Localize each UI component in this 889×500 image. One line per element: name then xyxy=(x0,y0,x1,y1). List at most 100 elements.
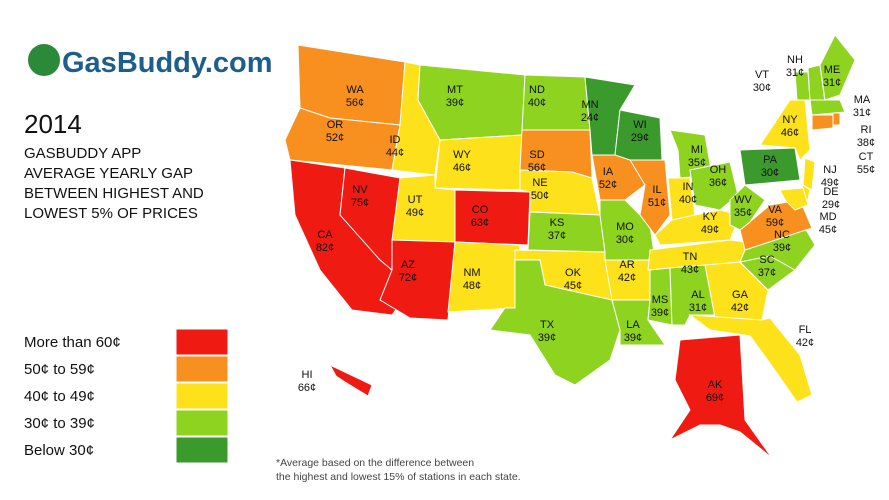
state-value: 42¢ xyxy=(731,302,749,314)
legend-swatch xyxy=(175,382,229,410)
state-value: 35¢ xyxy=(734,207,752,219)
state-abbr: NC xyxy=(774,229,790,241)
state-abbr: OH xyxy=(710,164,727,176)
footnote: *Average based on the difference between xyxy=(276,457,474,469)
state xyxy=(779,187,809,211)
state xyxy=(688,314,813,403)
state-abbr: VT xyxy=(755,69,769,81)
state xyxy=(809,99,846,116)
state-value: 40¢ xyxy=(679,194,697,206)
state-value: 56¢ xyxy=(528,162,546,174)
state xyxy=(339,167,401,271)
state-abbr: WV xyxy=(734,194,752,206)
state-value: 37¢ xyxy=(758,267,776,279)
state-value: 31¢ xyxy=(689,302,707,314)
logo: GasBuddy.com xyxy=(62,47,273,79)
state xyxy=(739,147,801,186)
state-abbr: WA xyxy=(346,84,364,96)
state xyxy=(417,64,526,141)
state xyxy=(759,99,811,161)
state-value: 30¢ xyxy=(753,82,771,94)
state-value: 52¢ xyxy=(326,132,344,144)
state-value: 72¢ xyxy=(399,272,417,284)
state-value: 51¢ xyxy=(648,197,666,209)
state-value: 31¢ xyxy=(786,67,804,79)
state xyxy=(489,259,621,386)
state-abbr: OR xyxy=(327,119,344,131)
state-abbr: WY xyxy=(453,149,471,161)
state-abbr: MA xyxy=(854,94,871,106)
legend-label: 50¢ to 59¢ xyxy=(24,361,95,378)
state-abbr: NM xyxy=(463,267,480,279)
state-value: 43¢ xyxy=(681,264,699,276)
state-abbr: WI xyxy=(633,119,646,131)
state-value: 42¢ xyxy=(618,272,636,284)
legend-swatch xyxy=(175,409,229,437)
subtitle-line: BETWEEN HIGHEST AND xyxy=(24,185,204,202)
state-value: 29¢ xyxy=(822,199,840,211)
legend-label: 40¢ to 49¢ xyxy=(24,388,95,405)
state-value: 50¢ xyxy=(531,190,549,202)
state xyxy=(811,114,834,131)
state-abbr: ND xyxy=(529,84,545,96)
legend-label: 30¢ to 39¢ xyxy=(24,415,95,432)
state-abbr: ID xyxy=(390,134,401,146)
legend-label: Below 30¢ xyxy=(24,442,94,459)
state-value: 30¢ xyxy=(616,234,634,246)
state-value: 45¢ xyxy=(564,280,582,292)
map: WA56¢OR52¢CA82¢NV75¢ID44¢MT39¢WY46¢UT49¢… xyxy=(284,34,875,459)
state-value: 45¢ xyxy=(819,224,837,236)
state-value: 30¢ xyxy=(761,167,779,179)
state-value: 39¢ xyxy=(538,332,556,344)
state-abbr: IA xyxy=(603,166,614,178)
state-value: 39¢ xyxy=(446,97,464,109)
state-value: 37¢ xyxy=(548,230,566,242)
state-abbr: HI xyxy=(302,369,313,381)
state-value: 52¢ xyxy=(599,179,617,191)
state xyxy=(668,334,773,459)
subtitle-line: AVERAGE YEARLY GAP xyxy=(24,165,193,182)
state xyxy=(819,34,856,101)
state-abbr: NJ xyxy=(823,164,836,176)
subtitle-line: GASBUDDY APP xyxy=(24,145,141,162)
state-abbr: MT xyxy=(447,84,463,96)
state-value: 49¢ xyxy=(406,207,424,219)
legend-swatch xyxy=(175,355,229,383)
state-value: 40¢ xyxy=(528,97,546,109)
state-value: 82¢ xyxy=(316,242,334,254)
state-value: 39¢ xyxy=(651,307,669,319)
state-value: 38¢ xyxy=(857,137,875,149)
state-value: 66¢ xyxy=(298,382,316,394)
state-value: 46¢ xyxy=(453,162,471,174)
state-abbr: TX xyxy=(540,319,555,331)
state-abbr: IL xyxy=(652,184,661,196)
state-abbr: SD xyxy=(529,149,544,161)
state-abbr: MN xyxy=(581,99,598,111)
state-abbr: AR xyxy=(619,259,634,271)
state-value: 49¢ xyxy=(821,177,839,189)
state-abbr: GA xyxy=(732,289,749,301)
state-abbr: CO xyxy=(472,204,489,216)
state-value: 36¢ xyxy=(709,177,727,189)
state-value: 42¢ xyxy=(796,337,814,349)
title: 2014 xyxy=(24,109,82,139)
state-value: 29¢ xyxy=(631,132,649,144)
state-abbr: NE xyxy=(532,177,547,189)
state-value: 39¢ xyxy=(624,332,642,344)
state-value: 39¢ xyxy=(773,242,791,254)
state-abbr: RI xyxy=(861,124,872,136)
state-abbr: MO xyxy=(616,221,634,233)
state-abbr: DE xyxy=(823,186,838,198)
state xyxy=(832,112,841,126)
state-value: 46¢ xyxy=(781,127,799,139)
legend-label: More than 60¢ xyxy=(24,334,121,351)
state-abbr: AK xyxy=(708,379,723,391)
state-value: 35¢ xyxy=(688,157,706,169)
legend-swatch xyxy=(175,436,229,464)
state-value: 24¢ xyxy=(581,112,599,124)
state xyxy=(328,363,373,397)
state-abbr: FL xyxy=(799,324,812,336)
state-value: 31¢ xyxy=(823,77,841,89)
state-abbr: AL xyxy=(691,289,704,301)
